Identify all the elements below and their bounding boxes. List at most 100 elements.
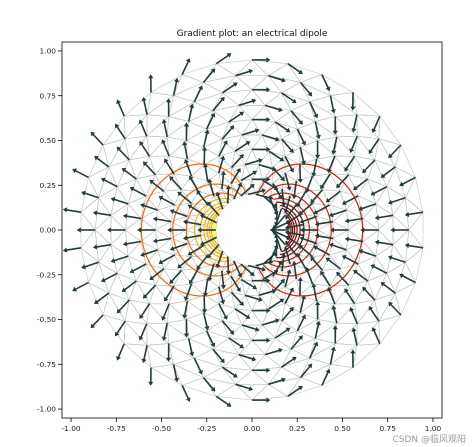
mesh-triangle — [330, 174, 349, 191]
arrow-shaft — [391, 258, 406, 263]
arrow-shaft — [282, 256, 284, 271]
gradient-arrow — [202, 295, 207, 313]
gradient-arrow — [204, 130, 210, 148]
gradient-arrow — [405, 243, 423, 248]
gradient-arrow — [115, 321, 125, 336]
mesh-triangle — [269, 139, 285, 156]
gradient-arrow — [221, 271, 226, 289]
x-tick-label: 0.25 — [289, 424, 306, 433]
gradient-arrow — [166, 344, 171, 362]
gradient-arrow — [183, 220, 201, 225]
mesh-triangle — [236, 76, 269, 90]
mesh-triangle — [167, 323, 189, 343]
y-tick-label: -0.50 — [37, 315, 56, 324]
mesh-triangle — [151, 364, 182, 385]
arrow-head — [331, 109, 336, 114]
gradient-arrow — [282, 93, 297, 103]
arrow-shaft — [356, 272, 368, 281]
mesh-triangle — [167, 137, 186, 156]
gradient-arrow — [101, 273, 117, 282]
arrow-shaft — [354, 330, 357, 345]
mesh-triangle — [155, 269, 174, 286]
gradient-arrow — [164, 158, 174, 174]
arrow-head — [167, 227, 171, 232]
gradient-arrow — [362, 160, 375, 173]
mesh-triangle — [239, 90, 265, 106]
arrow-shaft — [191, 269, 199, 282]
gradient-arrow — [375, 240, 393, 245]
arrow-head — [316, 321, 321, 326]
arrow-shaft — [282, 139, 292, 151]
mesh-triangle — [204, 367, 236, 384]
gradient-arrow — [116, 344, 124, 361]
mesh-triangle — [103, 116, 125, 145]
arrow-shaft — [117, 321, 125, 334]
arrow-shaft — [75, 170, 89, 177]
gradient-arrow — [259, 165, 277, 172]
arrow-shaft — [228, 257, 229, 272]
mesh-triangle — [297, 122, 317, 141]
gradient-arrow — [311, 283, 316, 301]
arrow-shaft — [164, 323, 167, 338]
arrow-shaft — [291, 111, 301, 123]
arrow-shaft — [205, 166, 207, 181]
arrow-shaft — [204, 150, 205, 165]
arrow-shaft — [288, 64, 301, 73]
mesh-triangle — [109, 139, 130, 167]
gradient-arrow — [123, 214, 141, 219]
arrow-shaft — [189, 339, 192, 354]
mesh-triangle — [405, 248, 423, 283]
y-tick-label: 0.00 — [40, 226, 57, 235]
gradient-arrow — [207, 264, 214, 282]
gradient-arrow — [202, 147, 207, 165]
gradient-arrow — [148, 74, 153, 92]
arrow-shaft — [189, 107, 192, 122]
arrow-shaft — [332, 210, 347, 215]
arrow-shaft — [166, 161, 174, 174]
mesh-triangle — [186, 301, 203, 319]
mesh-triangle — [117, 273, 136, 300]
x-axis-ticks: -1.00 -0.75 -0.50 -0.25 0.00 0.25 0.50 0.75 1.00 — [61, 418, 441, 433]
mesh-triangle — [409, 212, 423, 248]
y-tick-label: 1.00 — [40, 47, 57, 56]
gradient-arrow — [203, 163, 208, 181]
arrow-shaft — [307, 176, 312, 190]
gradient-arrow — [148, 368, 153, 386]
gradient-arrow — [282, 357, 297, 367]
arrow-shaft — [312, 259, 322, 270]
gradient-arrow — [91, 132, 104, 145]
arrow-shaft — [117, 126, 125, 139]
gradient-arrow — [333, 325, 338, 343]
arrow-shaft — [171, 178, 181, 189]
gradient-arrow — [77, 227, 95, 232]
arrow-shaft — [118, 344, 124, 358]
gradient-arrow — [91, 315, 104, 328]
arrow-head — [298, 277, 303, 281]
arrow-head — [221, 171, 226, 175]
gradient-arrow — [252, 278, 270, 283]
arrow-head — [221, 285, 226, 289]
gradient-arrow — [269, 151, 284, 161]
mesh-triangle — [175, 190, 192, 205]
arrow-head — [107, 227, 111, 232]
gradient-arrow — [282, 307, 294, 321]
arrow-head — [298, 179, 303, 183]
gradient-arrow — [353, 179, 368, 190]
mesh-triangle — [357, 321, 380, 345]
mesh-triangle — [213, 93, 239, 111]
gradient-arrow — [269, 299, 284, 309]
arrow-shaft — [322, 174, 330, 187]
x-tick-label: -0.75 — [107, 424, 126, 433]
arrow-shaft — [161, 198, 175, 205]
gradient-arrow — [291, 335, 303, 349]
arrow-head — [331, 347, 336, 352]
mesh-triangle — [282, 129, 301, 147]
gradient-arrow — [242, 325, 260, 332]
arrow-shaft — [164, 122, 167, 137]
arrow-shaft — [118, 102, 124, 116]
gradient-arrow — [372, 327, 380, 344]
arrow-head — [142, 359, 147, 363]
gradient-arrow — [169, 270, 181, 284]
arrow-shaft — [312, 190, 322, 201]
y-tick-label: -0.25 — [37, 270, 56, 279]
